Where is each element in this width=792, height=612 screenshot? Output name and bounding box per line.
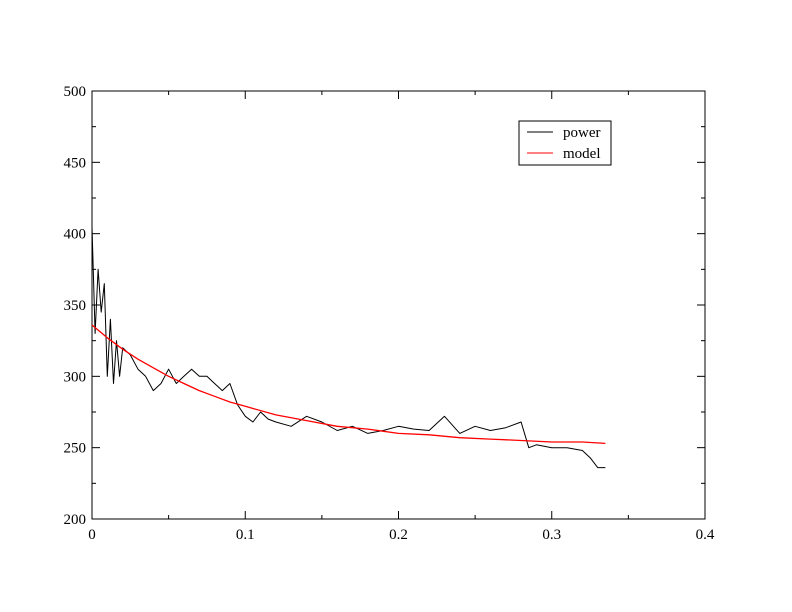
legend: power model [518,120,612,166]
y-tick-label: 350 [64,298,87,314]
y-tick-label: 500 [64,84,87,100]
tick-labels: 0 0.1 0.2 0.3 0.4 200 250 300 350 400 450 500 [64,84,715,543]
x-tick-label: 0.3 [542,527,561,543]
legend-box [518,120,612,166]
x-tick-label: 0.1 [236,527,255,543]
legend-label-power: power [563,125,601,141]
y-tick-label: 400 [64,227,87,243]
series-line-power [91,226,606,469]
legend-label-model: model [563,146,601,162]
plot-frame [91,90,706,520]
plot-area-border [91,90,706,520]
x-tick-label: 0 [88,527,96,543]
series-layer [91,226,606,469]
series-line-model [91,324,606,445]
x-tick-label: 0.2 [389,527,408,543]
y-tick-label: 300 [64,369,87,385]
y-tick-label: 250 [64,441,87,457]
y-tick-label: 200 [64,512,87,528]
y-tick-label: 450 [64,155,87,171]
axis-ticks [91,90,706,520]
x-tick-label: 0.4 [696,527,715,543]
